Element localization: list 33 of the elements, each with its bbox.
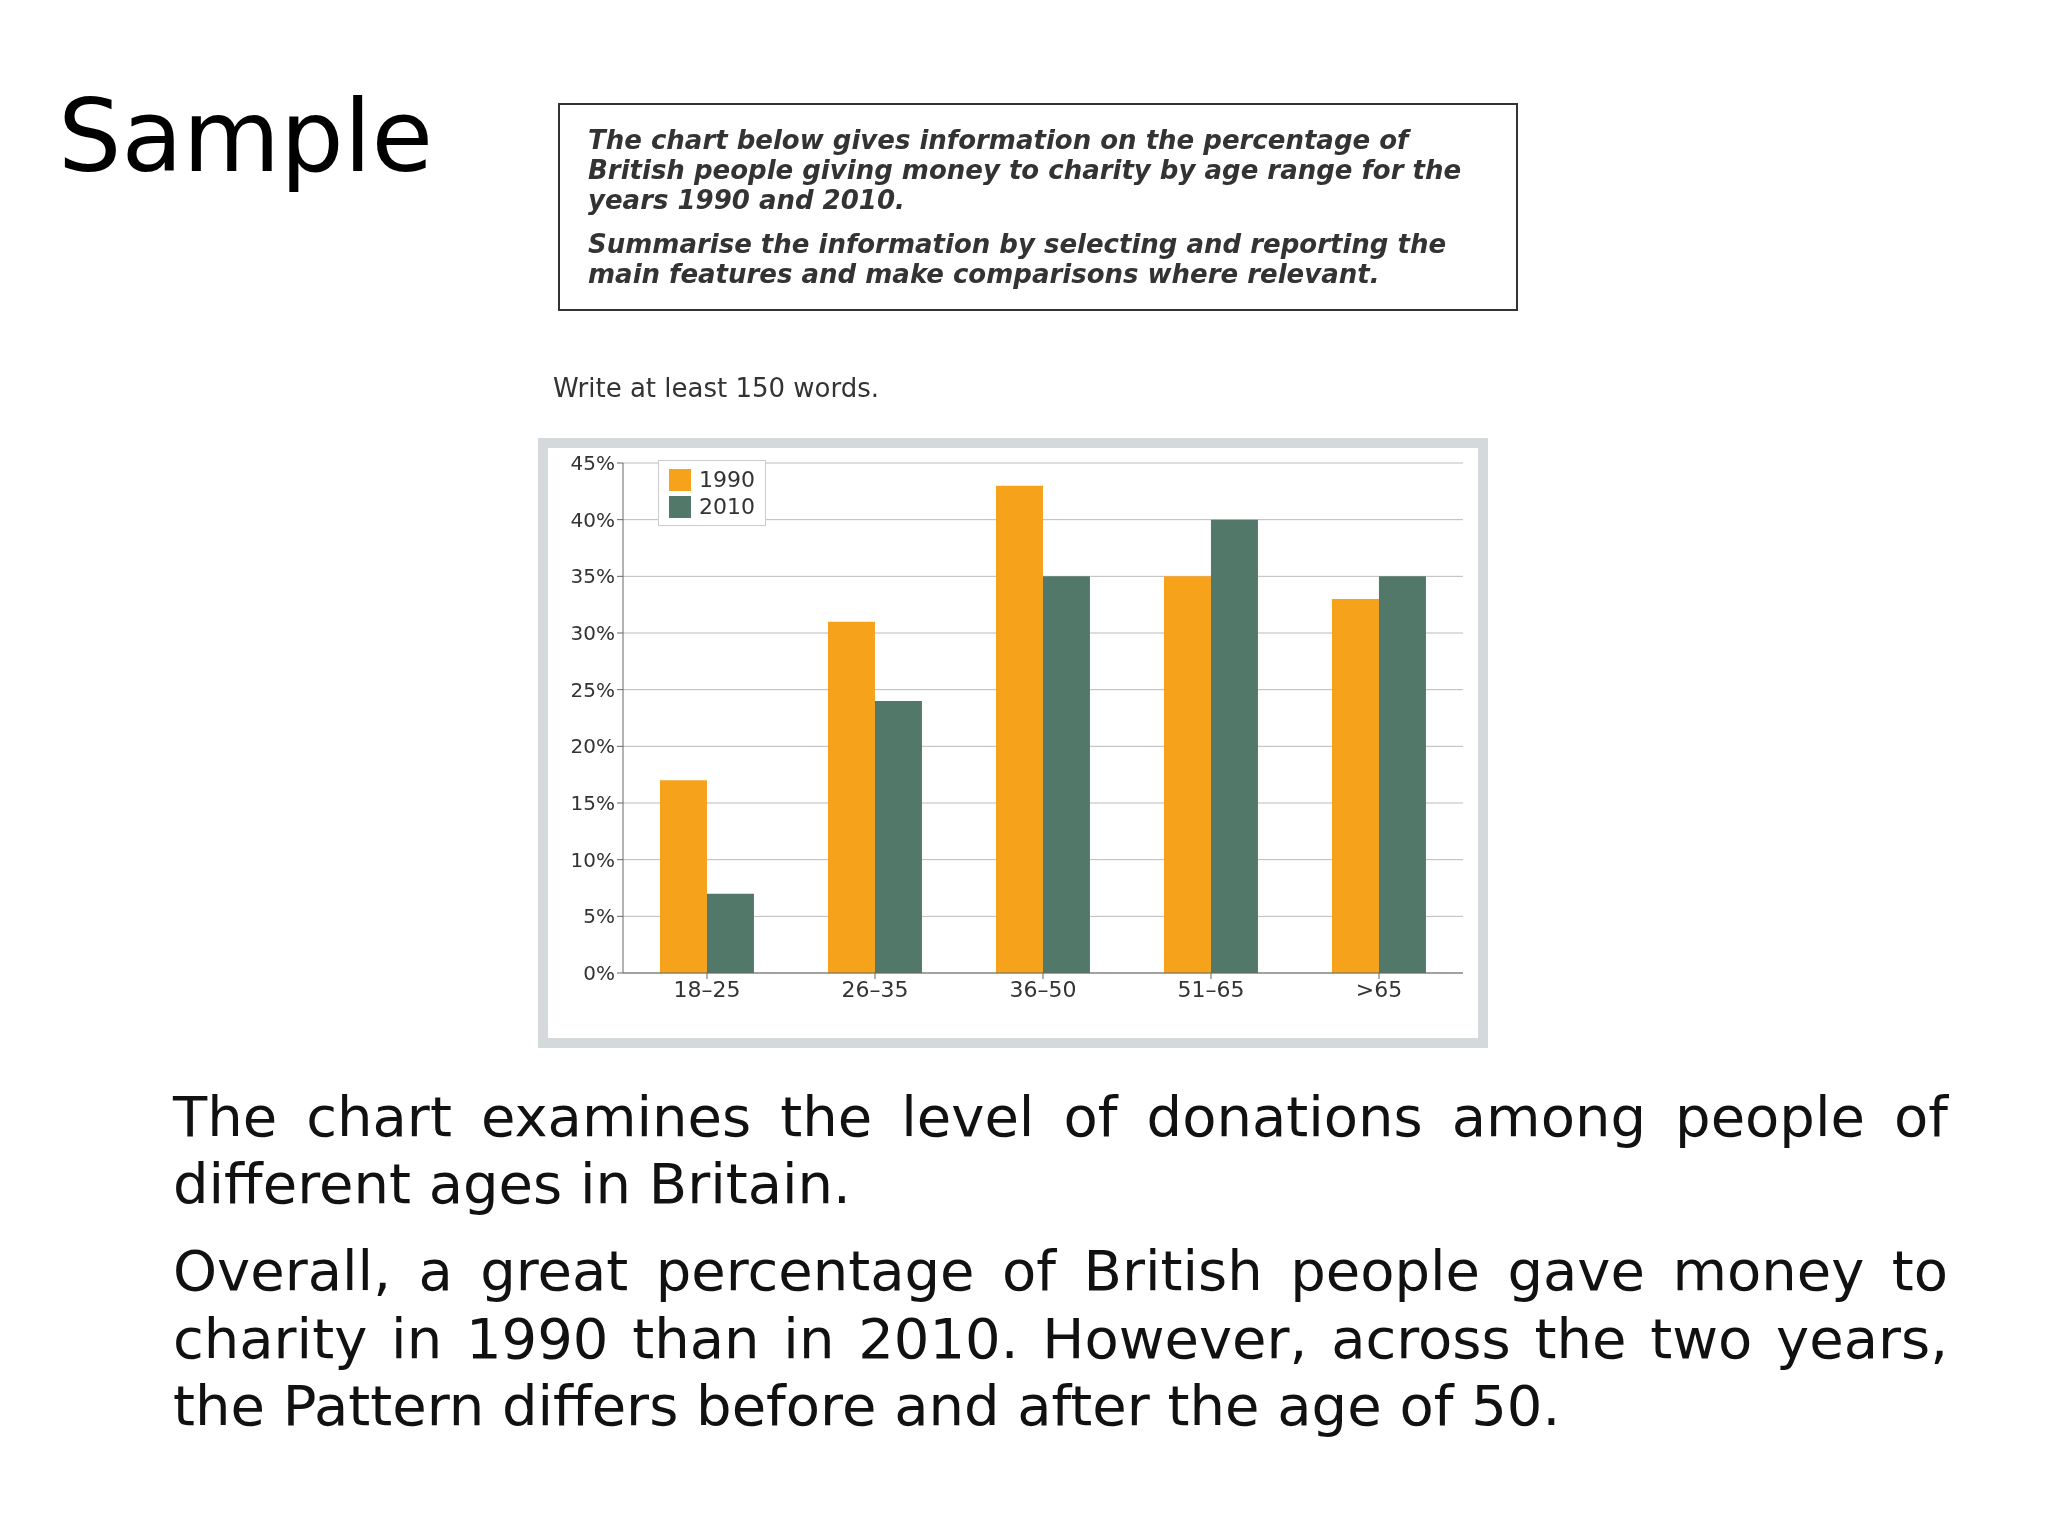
bar xyxy=(1042,576,1090,973)
text: The chart below gives information on the percentage of British people giving money to charity by age range for the years 1990 and 2010. xyxy=(588,125,1463,215)
legend-label: 1990 xyxy=(699,467,755,492)
x-tick-label: 36–50 xyxy=(1009,976,1077,1002)
text: Summarise the information by selecting and reporting the main features and make comparisons where relevant. xyxy=(588,229,1448,289)
y-tick-label: 25% xyxy=(570,677,615,702)
text: The chart examines the level of donations among people of different ages in Britain. xyxy=(173,1083,1948,1218)
x-tick-label: 26–35 xyxy=(841,976,909,1002)
y-tick-label: 20% xyxy=(570,734,615,759)
y-tick-label: 40% xyxy=(570,507,615,532)
x-tick-label: >65 xyxy=(1355,976,1403,1002)
y-tick-label: 10% xyxy=(570,847,615,872)
legend-label: 2010 xyxy=(699,494,755,519)
y-tick-label: 0% xyxy=(583,961,615,986)
x-tick-label: 18–25 xyxy=(673,976,741,1002)
bar xyxy=(874,701,922,973)
y-tick-label: 45% xyxy=(570,451,615,476)
y-tick-label: 30% xyxy=(570,621,615,646)
bar xyxy=(706,893,754,973)
bar xyxy=(827,621,875,973)
bar xyxy=(1331,599,1379,973)
y-tick-label: 5% xyxy=(583,904,615,929)
bar xyxy=(1378,576,1426,973)
x-tick-label: 51–65 xyxy=(1177,976,1245,1002)
text: Overall, a great percentage of British people gave money to charity in 1990 than in 2010. However, across the two years, the Pattern differs before and after the age of 50. xyxy=(173,1237,1948,1439)
bar xyxy=(659,780,707,973)
bar xyxy=(1163,576,1211,973)
y-tick-label: 35% xyxy=(570,564,615,589)
bar xyxy=(1210,519,1258,973)
bar xyxy=(995,485,1043,973)
y-tick-label: 15% xyxy=(570,791,615,816)
chart-subtitle: Write at least 150 words. xyxy=(553,373,880,403)
chart-title: Sample xyxy=(58,78,433,195)
